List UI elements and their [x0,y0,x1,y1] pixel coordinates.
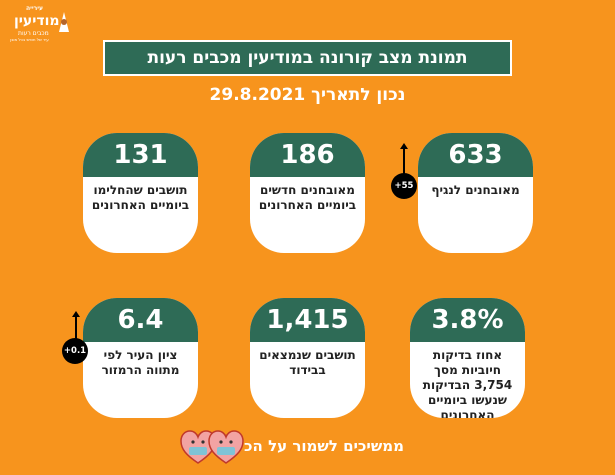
change-badge: +55 [391,173,417,199]
stat-card-diagnosed-total: 633 מאובחנים לנגיף [418,133,533,253]
change-badge: +0.1 [62,338,88,364]
stat-description: תושבים שהחלימו ביומיים האחרונים [91,183,190,212]
logo-name: מודיעין [14,13,60,29]
city-logo: עירייה מודיעין מכבים רעות עיר של חופש בכ… [6,4,72,42]
stat-value: 186 [250,133,365,177]
stat-card-recovered: 131 תושבים שהחלימו ביומיים האחרונים [83,133,198,253]
stat-description: תושבים שנמצאים בבידוד [259,348,356,377]
date-line: נכון לתאריך 29.8.2021 [209,85,406,105]
stat-card-isolation: 1,415 תושבים שנמצאים בבידוד [250,298,365,418]
logo-line2: מכבים רעות [18,30,49,37]
stat-value: 131 [83,133,198,177]
page-title: תמונת מצב קורונה במודיעין מכבים רעות [103,40,512,76]
arrow-up-icon [400,143,408,176]
page-title-text: תמונת מצב קורונה במודיעין מכבים רעות [147,48,468,68]
logo-mark-icon [59,12,69,32]
stat-description: מאובחנים לנגיף [431,183,520,197]
stat-description: אחוז בדיקות חיוביות מסך 3,754 הבדיקות שנ… [422,348,513,418]
stat-value: 6.4 [83,298,198,342]
footer-slogan: ממשיכים לשמור על הכללים [211,437,404,455]
stat-card-city-score: 6.4 ציון העיר לפי מתווה הרמזור [83,298,198,418]
stat-description: ציון העיר לפי מתווה הרמזור [101,348,180,377]
stat-value: 633 [418,133,533,177]
stat-description: מאובחנים חדשים ביומיים האחרונים [258,183,357,212]
stat-card-positive-rate: 3.8% אחוז בדיקות חיוביות מסך 3,754 הבדיק… [410,298,525,418]
stat-value: 1,415 [250,298,365,342]
stat-card-new-diagnosed: 186 מאובחנים חדשים ביומיים האחרונים [250,133,365,253]
stat-value: 3.8% [410,298,525,342]
logo-top-text: עירייה [26,5,44,12]
arrow-up-icon [72,311,80,342]
change-badge-text: +55 [394,181,414,191]
change-badge-text: +0.1 [63,346,87,356]
logo-line3: עיר של חופש בכל מובן [10,37,49,42]
masked-hearts-icon [180,430,244,464]
